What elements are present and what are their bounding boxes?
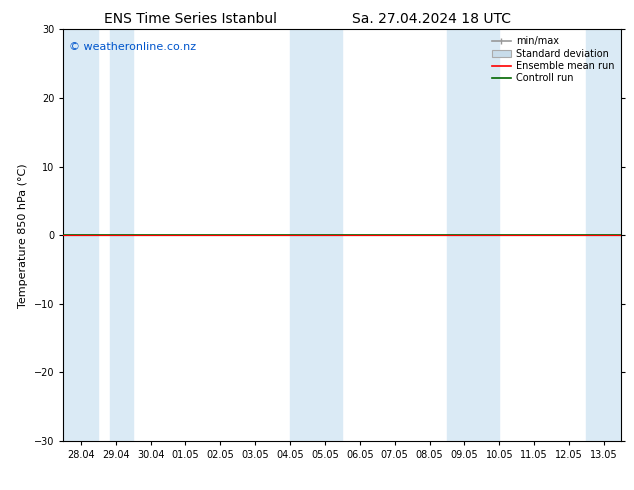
Bar xyxy=(586,29,621,441)
Bar xyxy=(290,29,342,441)
Bar xyxy=(110,29,133,441)
Bar xyxy=(447,29,500,441)
Bar xyxy=(63,29,98,441)
Legend: min/max, Standard deviation, Ensemble mean run, Controll run: min/max, Standard deviation, Ensemble me… xyxy=(489,34,616,85)
Y-axis label: Temperature 850 hPa (°C): Temperature 850 hPa (°C) xyxy=(18,163,29,308)
Text: © weatheronline.co.nz: © weatheronline.co.nz xyxy=(69,42,196,52)
Text: Sa. 27.04.2024 18 UTC: Sa. 27.04.2024 18 UTC xyxy=(352,12,510,26)
Text: ENS Time Series Istanbul: ENS Time Series Istanbul xyxy=(104,12,276,26)
